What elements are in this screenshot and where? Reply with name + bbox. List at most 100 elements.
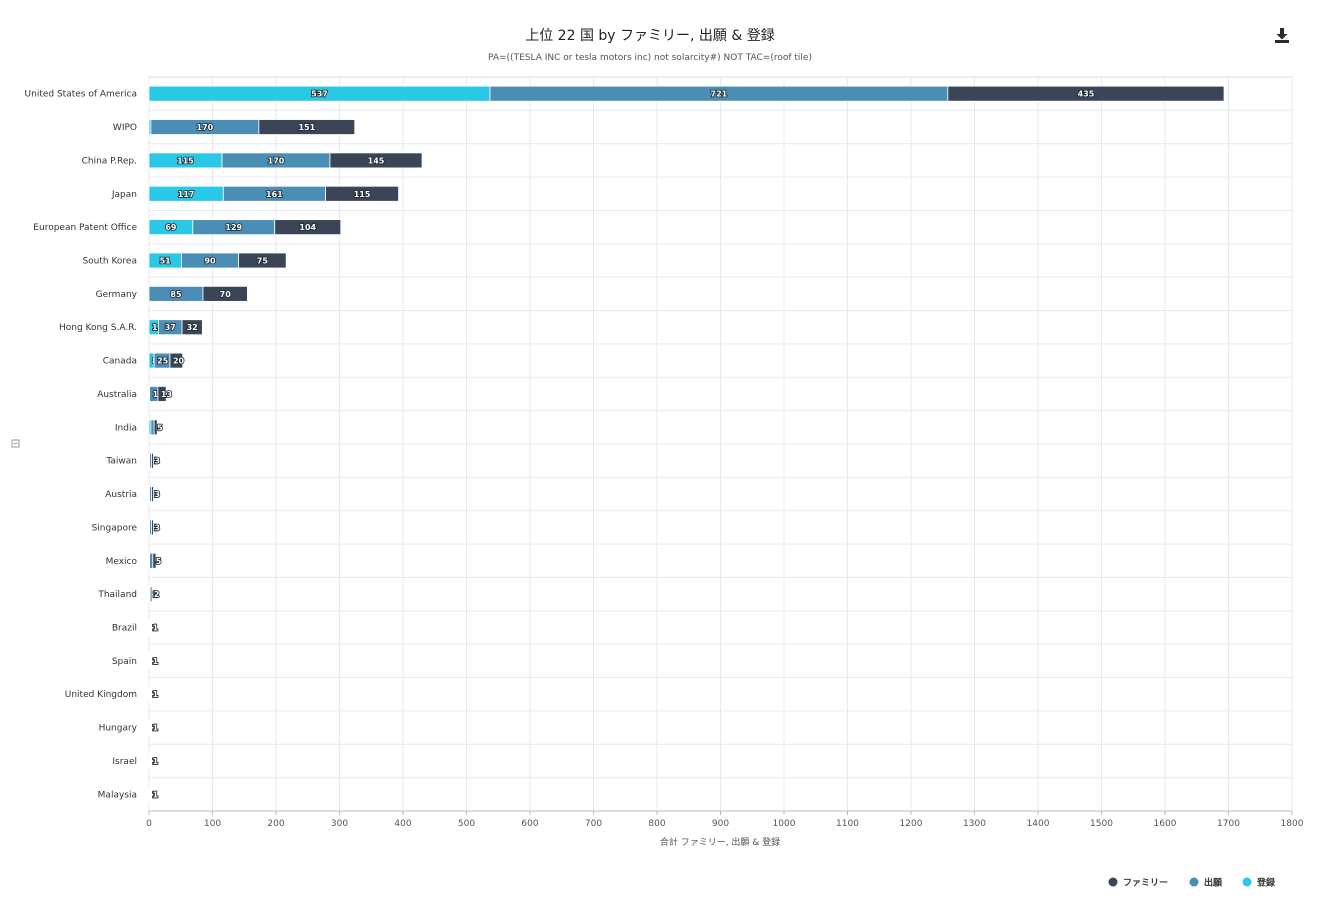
bar-data-label: 5: [157, 423, 163, 432]
bar-data-label: 104: [299, 223, 316, 232]
bar-data-label: 90: [204, 257, 216, 266]
legend-swatch: [1190, 878, 1199, 887]
category-label: Malaysia: [98, 790, 137, 800]
category-label: Austria: [105, 490, 137, 500]
bar-data-label: 20: [173, 357, 185, 366]
category-label: Mexico: [106, 557, 138, 567]
bar-data-label: 3: [155, 523, 161, 532]
legend-swatch: [1109, 878, 1118, 887]
bar-segment[interactable]: [150, 687, 151, 702]
bar-data-label: 129: [225, 223, 242, 232]
category-label: Thailand: [97, 590, 137, 600]
x-tick-label: 1700: [1217, 819, 1240, 829]
bar-data-label: 151: [298, 123, 315, 132]
bar-segment[interactable]: [150, 653, 151, 668]
category-label: Germany: [96, 290, 138, 300]
bar-data-label: 70: [220, 290, 232, 299]
bar-segment[interactable]: [152, 520, 154, 535]
bar-data-label: 75: [257, 257, 269, 266]
bar-data-label: 721: [711, 90, 728, 99]
x-tick-label: 400: [394, 819, 411, 829]
bar-data-label: 32: [187, 323, 198, 332]
bar-data-label: 537: [311, 90, 328, 99]
category-labels: United States of America WIPO China P.Rep.…: [25, 90, 138, 801]
category-label: United States of America: [25, 90, 137, 100]
bar-data-label: 25: [157, 357, 169, 366]
category-label: Japan: [111, 190, 137, 200]
legend-item[interactable]: ファミリー: [1109, 878, 1169, 889]
category-label: European Patent Office: [33, 223, 137, 233]
legend-item[interactable]: 登録: [1243, 877, 1277, 889]
x-tick-label: 1800: [1281, 819, 1304, 829]
category-label: India: [115, 423, 137, 433]
bar-data-label: 115: [177, 156, 194, 165]
category-label: Taiwan: [105, 457, 137, 467]
x-tick-label: 0: [146, 819, 152, 829]
category-label: South Korea: [82, 257, 137, 267]
bar-data-label: 1: [153, 757, 159, 766]
category-label: Spain: [112, 657, 137, 667]
bar-data-label: 13: [161, 390, 172, 399]
category-label: Singapore: [92, 523, 138, 533]
bar-data-label: 1: [153, 657, 159, 666]
bar-data-label: 117: [178, 190, 195, 199]
category-label: Hong Kong S.A.R.: [59, 323, 137, 333]
legend-swatch: [1243, 878, 1252, 887]
bar-segment[interactable]: [152, 453, 154, 468]
bar-segment[interactable]: [150, 753, 151, 768]
x-tick-label: 1300: [963, 819, 986, 829]
category-label: Hungary: [99, 724, 138, 734]
x-tick-label: 600: [521, 819, 538, 829]
y-axis-toggle-icon[interactable]: [12, 440, 19, 447]
bar-segment[interactable]: [152, 487, 154, 502]
legend-item[interactable]: 出願: [1190, 877, 1224, 889]
chart-title: 上位 22 国 by ファミリー, 出願 & 登録: [525, 28, 775, 44]
bar-segment[interactable]: [150, 720, 151, 735]
bar-data-label: 51: [160, 257, 172, 266]
bar-data-label: 3: [155, 490, 161, 499]
x-tick-label: 1500: [1090, 819, 1113, 829]
legend-label: 出願: [1204, 877, 1223, 889]
legend-label: ファミリー: [1123, 878, 1168, 889]
bar-data-label: 69: [165, 223, 177, 232]
bar-segment[interactable]: [150, 620, 151, 635]
category-label: China P.Rep.: [82, 156, 137, 166]
x-tick-label: 100: [204, 819, 221, 829]
x-tick-label: 700: [585, 819, 602, 829]
category-label: WIPO: [113, 123, 137, 133]
bar-data-label: 1: [153, 724, 159, 733]
chart-subtitle: PA=((TESLA INC or tesla motors inc) not …: [488, 53, 812, 63]
bar-data-label: 37: [165, 323, 176, 332]
bar-data-label: 1: [153, 624, 159, 633]
x-tick-label: 900: [712, 819, 729, 829]
legend-label: 登録: [1256, 877, 1276, 889]
bar-data-label: 1: [153, 690, 159, 699]
x-tick-label: 1400: [1027, 819, 1050, 829]
legend: ファミリー 出願 登録: [1109, 877, 1277, 889]
category-label: Canada: [103, 357, 137, 367]
x-tick-label: 1000: [773, 819, 796, 829]
category-label: Australia: [97, 390, 137, 400]
bar-data-label: 170: [197, 123, 214, 132]
bar-data-label: 435: [1078, 90, 1095, 99]
x-tick-label: 800: [648, 819, 665, 829]
bar-segment[interactable]: [151, 587, 152, 602]
bar-data-label: 1: [153, 790, 159, 799]
x-axis-ticks: 0100200300400500600700800900100011001200…: [146, 811, 1304, 829]
x-tick-label: 1200: [900, 819, 923, 829]
x-tick-label: 1100: [836, 819, 859, 829]
bar-data-label: 145: [368, 156, 385, 165]
x-tick-label: 200: [267, 819, 284, 829]
download-button[interactable]: [1272, 25, 1292, 45]
x-tick-label: 300: [331, 819, 348, 829]
bar-data-label: 3: [155, 457, 161, 466]
bar-data-label: 115: [354, 190, 371, 199]
x-axis-title: 合計 ファミリー, 出願 & 登録: [660, 836, 780, 848]
bar-segment[interactable]: [150, 787, 151, 802]
category-label: Brazil: [112, 624, 137, 634]
category-label: United Kingdom: [65, 690, 137, 700]
category-label: Israel: [112, 757, 137, 767]
bar-data-label: 2: [154, 590, 160, 599]
bar-data-label: 161: [266, 190, 283, 199]
